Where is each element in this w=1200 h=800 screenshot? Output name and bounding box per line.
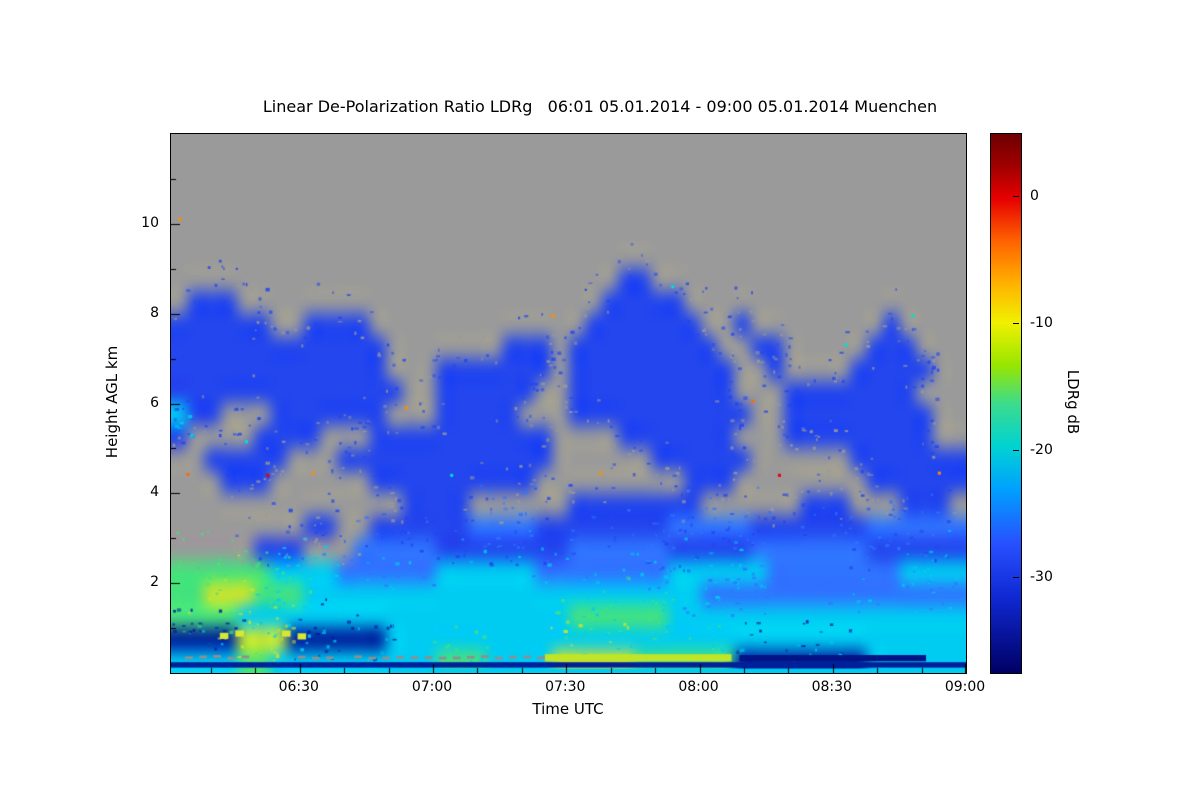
x-tick-label: 08:30	[811, 679, 852, 695]
colorbar-tick-mark	[1013, 450, 1019, 451]
x-axis-label: Time UTC	[532, 700, 604, 718]
colorbar-gradient	[991, 134, 1021, 673]
colorbar-label: LDRg dB	[1064, 369, 1082, 435]
chart-title: Linear De-Polarization Ratio LDRg 06:01 …	[262, 97, 938, 116]
colorbar-tick-mark	[1013, 577, 1019, 578]
y-tick-label: 4	[150, 484, 159, 501]
plot-area	[170, 133, 967, 674]
y-tick-label: 8	[150, 304, 159, 321]
colorbar-tick-label: -10	[1030, 315, 1053, 332]
colorbar	[990, 133, 1022, 674]
y-tick-label: 6	[150, 394, 159, 411]
x-tick-label: 08:00	[678, 679, 719, 695]
colorbar-tick-label: 0	[1030, 188, 1039, 205]
y-tick-label: 10	[141, 214, 159, 231]
y-axis-label: Height AGL km	[103, 345, 121, 459]
x-tick-label: 09:00	[944, 679, 986, 695]
colorbar-tick-mark	[1013, 196, 1019, 197]
y-tick-label: 2	[150, 574, 159, 591]
x-tick-label: 07:00	[411, 679, 453, 695]
x-tick-label: 07:30	[545, 679, 586, 695]
colorbar-tick-label: -30	[1030, 568, 1053, 585]
x-tick-label: 06:30	[278, 679, 319, 695]
colorbar-tick-mark	[1013, 323, 1019, 324]
colorbar-tick-label: -20	[1030, 442, 1053, 459]
heatmap-canvas	[171, 134, 966, 673]
